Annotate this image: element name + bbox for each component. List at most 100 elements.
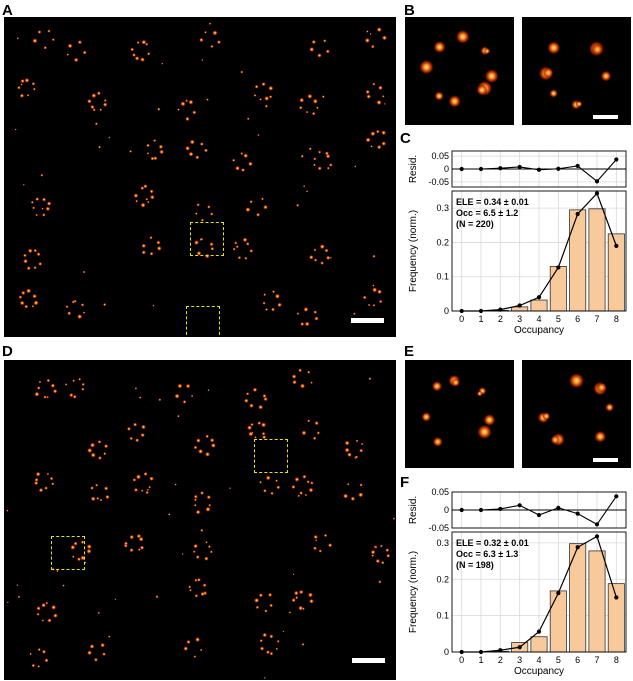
fluorescent-spot bbox=[307, 419, 311, 423]
fluorescent-spot bbox=[298, 605, 304, 611]
fluorescent-spot bbox=[149, 251, 154, 256]
fluorescent-spot bbox=[277, 302, 282, 308]
fluorescent-spot bbox=[314, 420, 319, 426]
fluorescent-spot bbox=[365, 89, 370, 95]
residual-point bbox=[536, 512, 542, 518]
fluorescent-spot bbox=[370, 44, 375, 49]
fluorescent-spot bbox=[188, 99, 194, 105]
fluorescent-spot bbox=[243, 153, 249, 159]
fit-annotation: ELE = 0.34 ± 0.01 bbox=[456, 197, 529, 207]
residual-point bbox=[517, 503, 522, 508]
fluorescent-spot bbox=[309, 46, 315, 53]
fluorescent-spot bbox=[38, 380, 42, 384]
fluorescent-spot bbox=[203, 148, 209, 153]
fluorescent-spot bbox=[70, 544, 76, 550]
fluorescent-spot bbox=[344, 447, 350, 453]
fluorescent-spot bbox=[476, 390, 483, 397]
fluorescent-spot bbox=[51, 604, 57, 610]
fluorescent-spot bbox=[135, 438, 140, 443]
fluorescent-spot bbox=[14, 128, 17, 131]
fluorescent-spot bbox=[189, 588, 192, 592]
histogram-bar bbox=[549, 590, 567, 653]
panel-label-c: C bbox=[400, 130, 411, 147]
fluorescent-spot bbox=[103, 452, 107, 456]
fluorescent-spot bbox=[195, 155, 200, 160]
fluorescent-spot bbox=[293, 590, 299, 596]
fluorescent-spot bbox=[303, 306, 309, 313]
fluorescent-spot bbox=[376, 27, 382, 33]
fluorescent-spot bbox=[46, 395, 49, 399]
fluorescent-spot bbox=[193, 498, 197, 502]
fluorescent-spot bbox=[188, 151, 194, 157]
fluorescent-spot bbox=[96, 496, 100, 501]
fluorescent-spot bbox=[46, 201, 52, 206]
fluorescent-spot bbox=[246, 425, 253, 431]
fluorescent-spot bbox=[204, 451, 211, 457]
fluorescent-spot bbox=[200, 490, 205, 496]
occupancy-chart-f: 0.05 0 -0.05 0 0.1 0.2 0.3 0 1 2 3 4 5 6 7 8 Occupancy Fr… bbox=[400, 486, 633, 681]
fluorescent-spot bbox=[304, 493, 308, 497]
fluorescent-spot bbox=[237, 255, 242, 260]
fluorescent-spot bbox=[140, 186, 145, 191]
fluorescent-spot bbox=[17, 85, 21, 90]
fluorescent-spot bbox=[6, 509, 9, 512]
x-tick-label: 0 bbox=[459, 314, 464, 324]
fluorescent-spot bbox=[383, 102, 386, 105]
fluorescent-spot bbox=[30, 200, 34, 204]
fluorescent-spot bbox=[320, 261, 324, 265]
fluorescent-spot bbox=[296, 203, 300, 207]
fluorescent-spot bbox=[260, 197, 265, 201]
fluorescent-spot bbox=[99, 108, 103, 112]
resid-y-tick-label: 0 bbox=[444, 164, 449, 174]
fluorescent-spot bbox=[159, 149, 165, 155]
fluorescent-spot bbox=[350, 496, 356, 502]
fluorescent-spot bbox=[264, 95, 270, 102]
fluorescent-spot bbox=[202, 583, 207, 588]
fluorescent-spot bbox=[375, 129, 380, 134]
fluorescent-spot bbox=[264, 609, 268, 613]
fluorescent-spot bbox=[370, 144, 373, 148]
fluorescent-spot bbox=[143, 184, 148, 189]
fluorescent-spot bbox=[177, 414, 180, 418]
fluorescent-spot bbox=[369, 32, 372, 35]
fluorescent-spot bbox=[174, 483, 177, 486]
fluorescent-spot bbox=[265, 475, 271, 481]
fluorescent-spot bbox=[23, 253, 27, 258]
fluorescent-spot bbox=[46, 472, 50, 476]
fluorescent-spot bbox=[476, 424, 493, 440]
fluorescent-spot bbox=[301, 642, 305, 646]
fluorescent-spot bbox=[93, 657, 98, 662]
fluorescent-spot bbox=[205, 541, 208, 544]
occupancy-chart-f-svg: 0.05 0 -0.05 0 0.1 0.2 0.3 0 1 2 3 4 5 6 7 8 Occupancy Fr… bbox=[408, 487, 627, 677]
fluorescent-spot bbox=[129, 534, 135, 540]
fluorescent-spot bbox=[140, 489, 144, 493]
fluorescent-spot bbox=[177, 383, 183, 389]
fluorescent-spot bbox=[258, 404, 264, 410]
fluorescent-spot bbox=[245, 241, 250, 246]
fluorescent-spot bbox=[359, 483, 363, 487]
fluorescent-spot bbox=[362, 295, 367, 300]
fluorescent-spot bbox=[308, 487, 314, 493]
fluorescent-spot bbox=[431, 380, 443, 392]
model-point bbox=[594, 191, 600, 196]
fluorescent-spot bbox=[45, 601, 49, 605]
y-tick-label: 0.2 bbox=[436, 574, 449, 584]
fluorescent-spot bbox=[317, 150, 322, 154]
fluorescent-spot bbox=[543, 67, 554, 79]
fluorescent-spot bbox=[153, 139, 157, 143]
fluorescent-spot bbox=[193, 494, 198, 499]
fluorescent-spot bbox=[268, 85, 274, 91]
model-point bbox=[556, 265, 561, 270]
fluorescent-spot bbox=[310, 481, 314, 485]
fluorescent-spot bbox=[194, 578, 198, 582]
fluorescent-spot bbox=[372, 82, 376, 86]
fluorescent-spot bbox=[133, 487, 139, 493]
fluorescent-spot bbox=[45, 206, 51, 212]
fluorescent-spot bbox=[20, 78, 25, 84]
fluorescent-spot bbox=[103, 443, 109, 449]
fluorescent-spot bbox=[36, 386, 41, 390]
fluorescent-spot bbox=[550, 435, 560, 445]
fluorescent-spot bbox=[97, 440, 102, 444]
fluorescent-spot bbox=[140, 202, 146, 208]
x-tick-label: 1 bbox=[478, 655, 483, 665]
